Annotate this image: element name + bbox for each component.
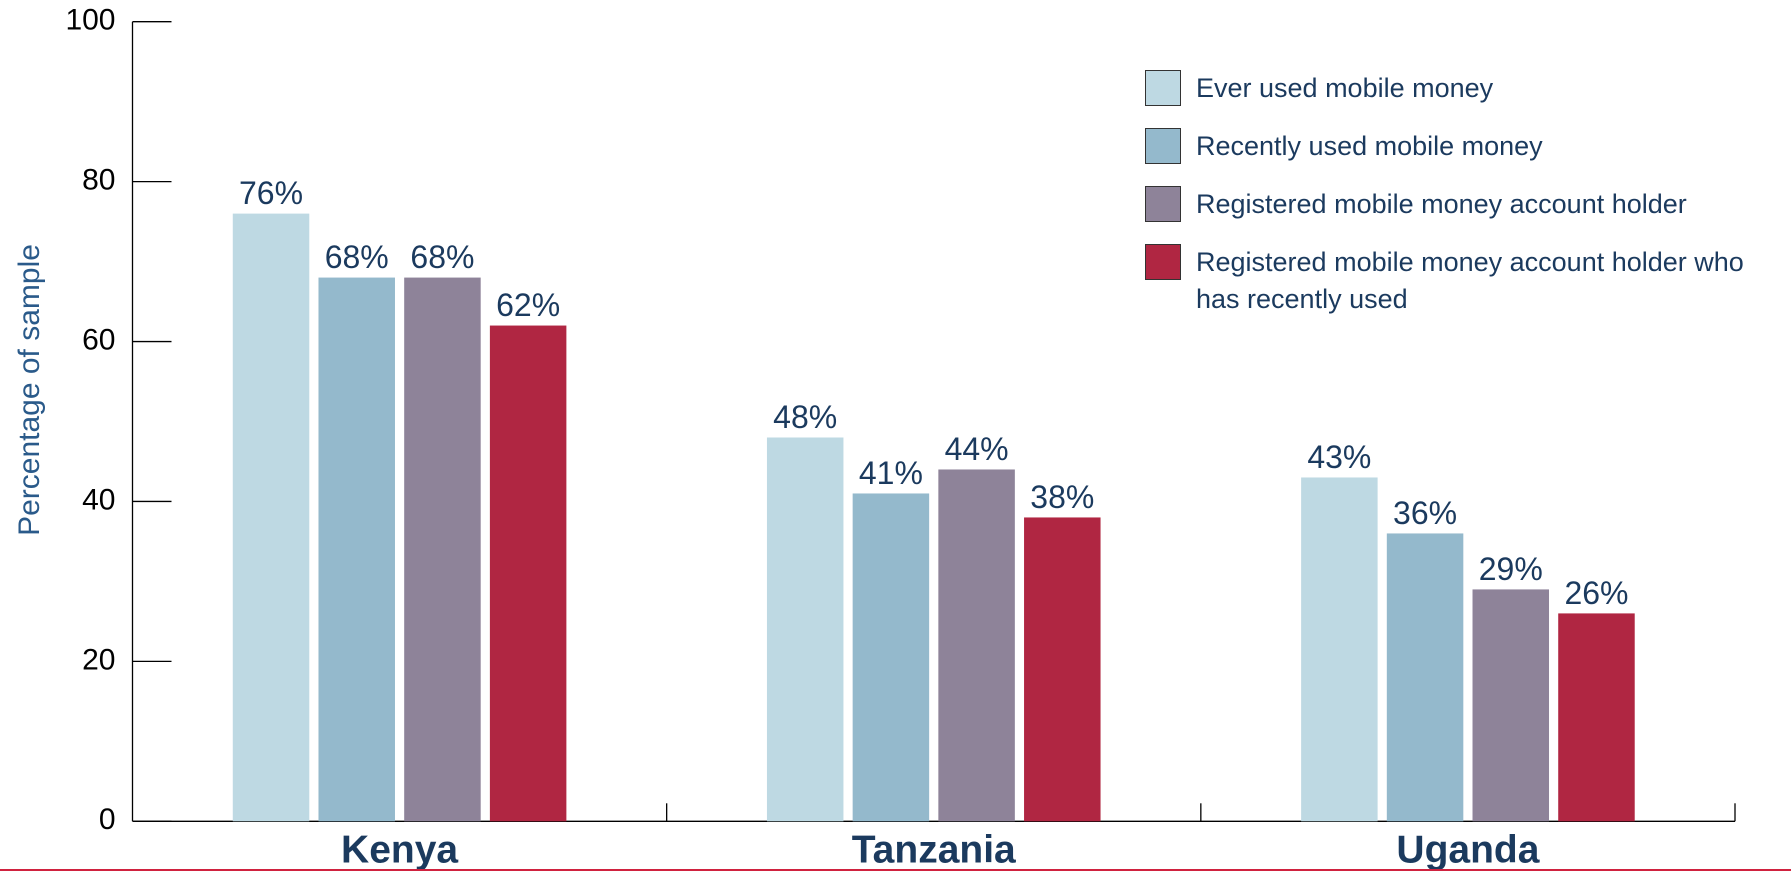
y-tick-label: 40: [82, 483, 115, 516]
data-label: 38%: [1030, 479, 1094, 515]
bar: [1472, 589, 1550, 822]
bar: [1558, 613, 1635, 822]
legend-label: Registered mobile money account holder w…: [1196, 247, 1744, 314]
data-label: 48%: [773, 399, 837, 435]
data-label: 62%: [496, 287, 560, 323]
legend-label: Recently used mobile money: [1196, 131, 1543, 161]
y-tick-label: 80: [82, 164, 115, 197]
y-tick-label: 100: [65, 4, 115, 37]
legend-item: Registered mobile money account holder: [1145, 186, 1785, 223]
legend-swatch: [1145, 70, 1181, 106]
y-axis-title: Percentage of sample: [13, 244, 46, 536]
bar: [938, 469, 1015, 822]
y-tick-label: 0: [99, 803, 116, 836]
data-label: 76%: [239, 175, 303, 211]
bar: [852, 493, 930, 822]
bar: [766, 437, 844, 822]
data-label: 26%: [1564, 575, 1628, 611]
legend-swatch: [1145, 186, 1181, 222]
bar: [1386, 533, 1464, 822]
legend-label: Ever used mobile money: [1196, 73, 1494, 103]
y-tick-label: 20: [82, 643, 115, 676]
data-label: 29%: [1479, 551, 1543, 587]
bar: [1301, 477, 1378, 822]
x-tick-label: Uganda: [1396, 828, 1539, 871]
data-label: 36%: [1393, 495, 1457, 531]
x-tick-label: Tanzania: [852, 828, 1016, 871]
data-label: 68%: [410, 239, 474, 275]
legend-swatch: [1145, 244, 1181, 280]
bar: [232, 213, 310, 822]
data-label: 44%: [945, 431, 1009, 467]
bar: [489, 325, 567, 822]
legend: Ever used mobile money Recently used mobi…: [1145, 70, 1785, 339]
bar: [318, 277, 395, 822]
data-label: 68%: [325, 239, 389, 275]
legend-swatch: [1145, 128, 1181, 164]
bar: [1024, 517, 1101, 822]
data-label: 43%: [1307, 439, 1371, 475]
data-label: 41%: [859, 455, 923, 491]
bar: [404, 277, 481, 822]
x-tick-label: Kenya: [341, 828, 458, 871]
legend-item: Registered mobile money account holder w…: [1145, 244, 1785, 318]
legend-item: Recently used mobile money: [1145, 128, 1785, 165]
legend-item: Ever used mobile money: [1145, 70, 1785, 107]
legend-label: Registered mobile money account holder: [1196, 189, 1687, 219]
y-tick-label: 60: [82, 323, 115, 356]
